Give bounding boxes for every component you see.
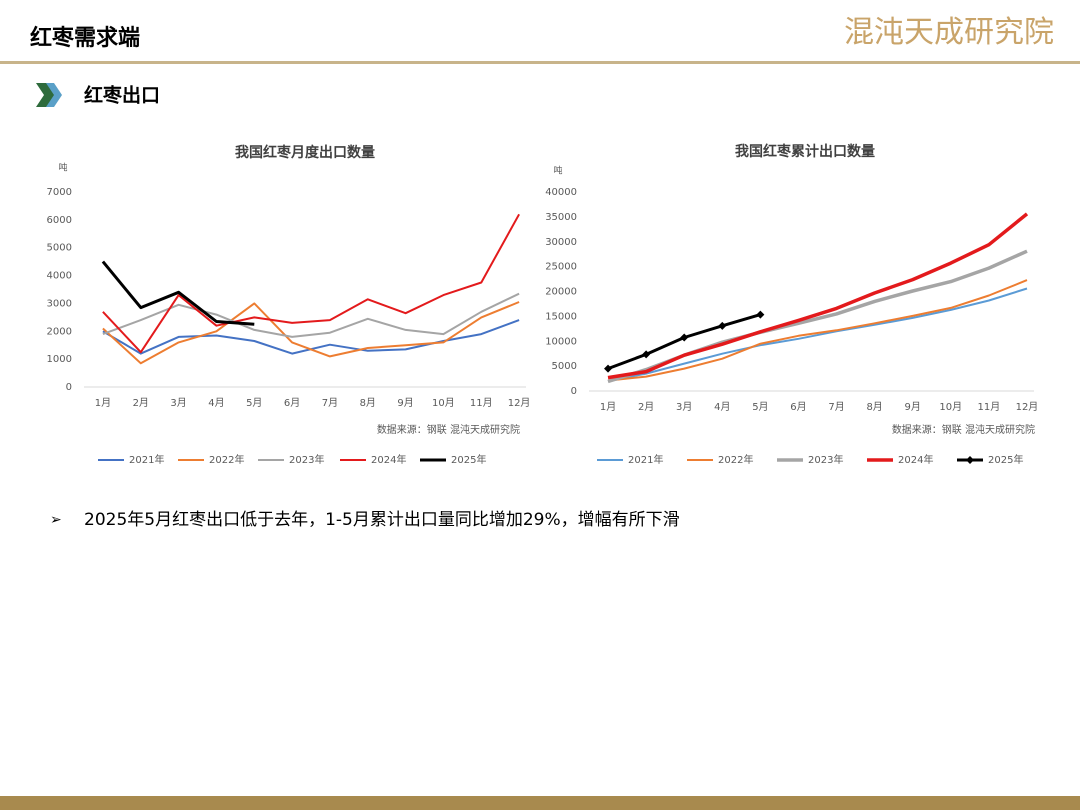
header-title: 红枣需求端: [30, 25, 140, 51]
x-tick-label: 10月: [432, 397, 455, 409]
series-marker: [718, 321, 727, 330]
y-tick-label: 2000: [47, 326, 72, 337]
legend-label: 2021年: [129, 453, 164, 466]
x-tick-label: 5月: [246, 397, 262, 409]
x-tick-label: 4月: [714, 401, 730, 413]
legend-label: 2021年: [628, 453, 663, 466]
x-tick-label: 4月: [208, 397, 224, 409]
x-tick-label: 9月: [397, 397, 413, 409]
x-tick-label: 12月: [508, 397, 531, 409]
y-tick-label: 15000: [545, 311, 577, 322]
x-tick-label: 9月: [905, 401, 921, 413]
y-tick-label: 35000: [545, 212, 577, 223]
series-marker: [604, 364, 613, 373]
series-marker: [680, 333, 689, 342]
legend-label: 2025年: [988, 453, 1023, 466]
chart-title: 我国红枣累计出口数量: [735, 143, 875, 160]
series-line: [102, 213, 520, 354]
y-tick-label: 25000: [545, 262, 577, 273]
x-tick-label: 7月: [828, 401, 844, 413]
section-title: 红枣出口: [84, 84, 160, 107]
series-line: [607, 212, 1029, 380]
series-marker: [756, 310, 765, 319]
x-tick-label: 11月: [470, 397, 493, 409]
y-tick-label: 30000: [545, 237, 577, 248]
series-line: [607, 287, 1028, 383]
legend-label: 2024年: [371, 453, 406, 466]
x-tick-label: 5月: [752, 401, 768, 413]
x-tick-label: 8月: [360, 397, 376, 409]
y-tick-label: 5000: [47, 243, 72, 254]
x-tick-label: 3月: [170, 397, 186, 409]
footer-bar: [0, 796, 1080, 810]
series-line: [102, 292, 520, 338]
y-tick-label: 4000: [47, 271, 72, 282]
y-tick-label: 6000: [47, 215, 72, 226]
x-tick-label: 11月: [978, 401, 1001, 413]
x-tick-label: 6月: [284, 397, 300, 409]
x-tick-label: 7月: [322, 397, 338, 409]
series-marker: [642, 350, 651, 359]
y-tick-label: 5000: [552, 361, 577, 372]
y-tick-label: 20000: [545, 287, 577, 298]
x-tick-label: 10月: [939, 401, 962, 413]
source: 数据来源：钢联 混沌天成研究院: [892, 423, 1035, 436]
y-tick-label: 0: [571, 386, 577, 397]
y-axis-unit: 吨: [553, 165, 562, 177]
x-tick-label: 12月: [1016, 401, 1039, 413]
y-axis-unit: 吨: [58, 162, 67, 174]
y-tick-label: 7000: [47, 187, 72, 198]
series-line: [607, 313, 761, 371]
legend-label: 2022年: [209, 453, 244, 466]
x-tick-label: 1月: [600, 401, 616, 413]
x-tick-label: 3月: [676, 401, 692, 413]
bullet-text: 2025年5月红枣出口低于去年，1-5月累计出口量同比增加29%，增幅有所下滑: [84, 510, 680, 530]
x-tick-label: 6月: [790, 401, 806, 413]
x-tick-label: 1月: [95, 397, 111, 409]
legend-label: 2022年: [718, 453, 753, 466]
y-tick-label: 10000: [545, 336, 577, 347]
legend-label: 2024年: [898, 453, 933, 466]
source: 数据来源：钢联 混沌天成研究院: [377, 423, 520, 436]
legend-label: 2023年: [289, 453, 324, 466]
series-line: [102, 301, 520, 365]
chevron: [46, 83, 62, 107]
logo: 混沌天成研究院: [844, 15, 1054, 50]
chart-title: 我国红枣月度出口数量: [235, 144, 375, 161]
series-line: [607, 279, 1028, 382]
series-line: [101, 260, 255, 326]
legend-label: 2025年: [451, 453, 486, 466]
x-tick-label: 2月: [133, 397, 149, 409]
legend-marker: [966, 456, 974, 464]
x-tick-label: 2月: [638, 401, 654, 413]
y-tick-label: 3000: [47, 298, 72, 309]
x-tick-label: 8月: [866, 401, 882, 413]
bullet-marker: ➢: [50, 512, 62, 528]
header-rule: [0, 61, 1080, 64]
y-tick-label: 40000: [545, 187, 577, 198]
y-tick-label: 0: [66, 382, 72, 393]
y-tick-label: 1000: [47, 354, 72, 365]
legend-label: 2023年: [808, 453, 843, 466]
